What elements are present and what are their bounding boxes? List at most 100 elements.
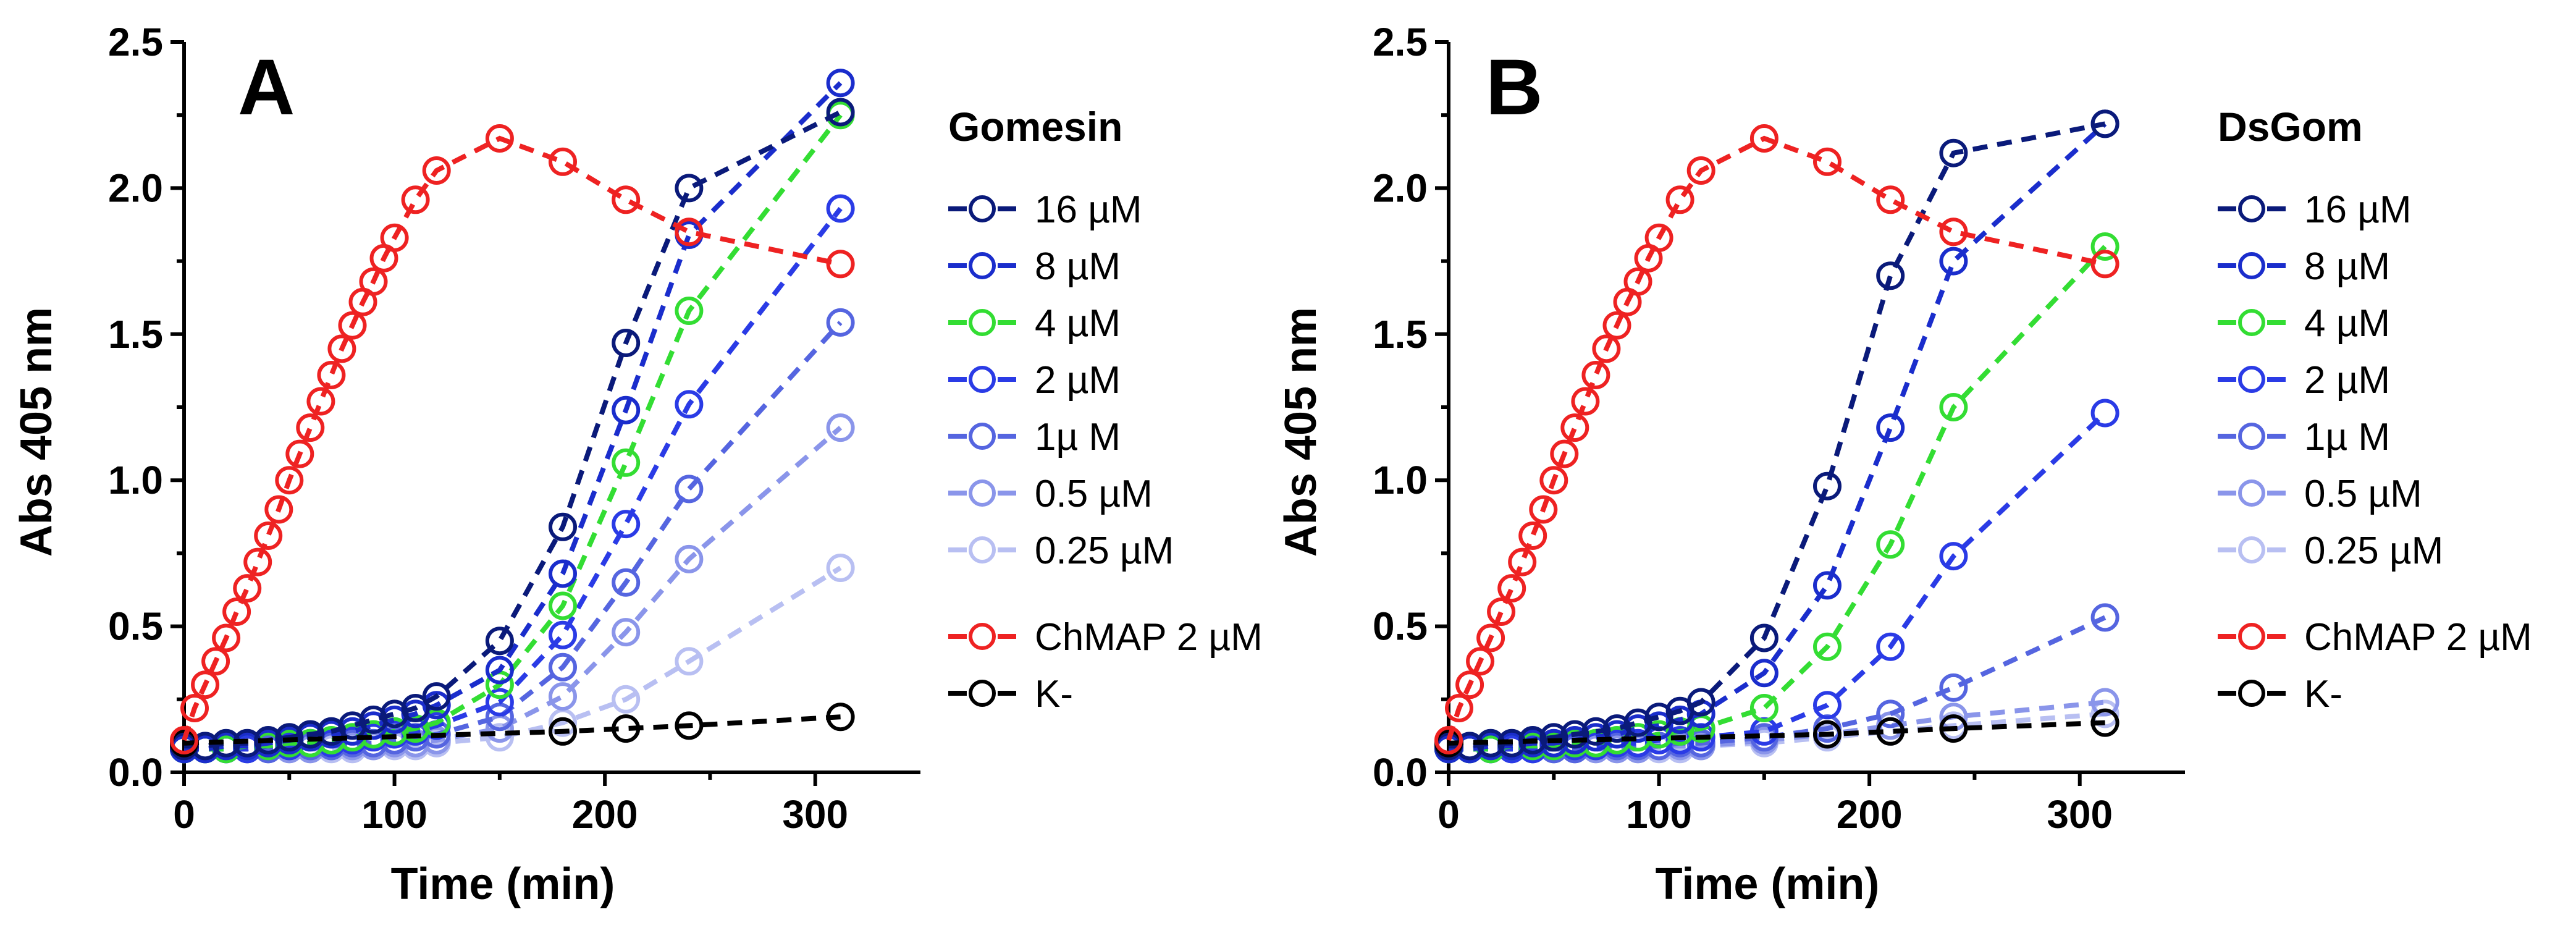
legend-item: 1µ M <box>2218 416 2390 458</box>
data-point <box>1749 659 1778 688</box>
legend-item: 0.25 µM <box>948 530 1174 572</box>
y-tick-label: 0.0 <box>1373 750 1428 795</box>
data-point <box>2090 688 2119 717</box>
series-line <box>1449 122 2107 752</box>
legend-label: 2 µM <box>1035 359 1121 402</box>
data-point <box>254 726 283 754</box>
data-point <box>306 387 335 416</box>
data-point <box>1749 623 1778 652</box>
legend: Gomesin 16 µM 8 µM 4 µM 2 µM 1µ M 0.5 µM 0.25 µ… <box>948 104 1263 716</box>
data-point <box>1749 694 1778 722</box>
legend-item: K- <box>2218 673 2342 716</box>
data-point <box>1813 720 1842 749</box>
data-point <box>1434 726 1463 754</box>
legend-item: ChMAP 2 µM <box>2218 616 2532 659</box>
data-point <box>612 395 641 424</box>
data-point <box>422 691 451 720</box>
legend-label: 0.25 µM <box>1035 530 1174 572</box>
series-2 <box>170 101 855 764</box>
data-point <box>485 656 514 685</box>
data-point <box>1539 466 1568 495</box>
data-point <box>675 544 704 573</box>
data-point <box>1665 726 1694 754</box>
data-point <box>2090 603 2119 632</box>
legend-label: ChMAP 2 µM <box>2304 616 2532 659</box>
data-point <box>2090 109 2119 138</box>
legend-item: 16 µM <box>948 188 1142 231</box>
y-tick-label: 2.5 <box>108 20 163 64</box>
data-point <box>549 591 577 620</box>
data-point <box>2090 399 2119 428</box>
x-tick-label: 100 <box>1626 792 1692 837</box>
legend-item: 2 µM <box>948 359 1121 402</box>
data-point <box>612 568 641 597</box>
x-tick-label: 300 <box>782 792 848 837</box>
data-point <box>675 475 704 504</box>
data-point <box>1445 694 1473 722</box>
data-point <box>1550 439 1579 468</box>
data-point <box>285 439 314 468</box>
data-point <box>1466 647 1495 676</box>
data-point <box>296 720 325 749</box>
x-axis-label: Time (min) <box>1656 859 1880 909</box>
data-point <box>1686 156 1715 185</box>
data-point <box>1813 632 1842 661</box>
legend-item: 2 µM <box>2218 359 2390 402</box>
data-point <box>1508 547 1537 576</box>
chart-panel-b: 0.0 0.5 1.0 1.5 2.0 2.5 0 100 200 300 Time (min) Ab… <box>1276 20 2532 909</box>
series-line <box>184 81 843 752</box>
data-point <box>1813 691 1842 720</box>
legend-label: 8 µM <box>1035 245 1121 288</box>
series-line <box>183 714 841 746</box>
legend-item: K- <box>948 673 1073 716</box>
legend-title: Gomesin <box>948 104 1122 150</box>
y-axis-label: Abs 405 nm <box>12 307 61 557</box>
data-point <box>1876 699 1905 728</box>
legend-title: DsGom <box>2218 104 2363 150</box>
data-point <box>275 723 304 752</box>
data-point <box>485 688 514 717</box>
series-7 <box>1434 124 2119 754</box>
data-point <box>1455 670 1484 699</box>
data-point <box>675 390 704 419</box>
data-point <box>485 723 514 752</box>
y-tick-label: 0.5 <box>1373 604 1428 649</box>
data-point <box>1813 147 1842 176</box>
x-tick-label: 0 <box>173 792 195 837</box>
data-point <box>612 448 641 477</box>
legend-marker <box>2238 623 2265 650</box>
data-point <box>1939 217 1968 247</box>
legend-item: ChMAP 2 µM <box>948 616 1263 659</box>
legend-item: 4 µM <box>948 302 1121 345</box>
data-point <box>401 694 430 722</box>
data-point <box>422 682 451 711</box>
legend-marker <box>2238 366 2265 393</box>
data-point <box>485 703 514 732</box>
data-point <box>2090 699 2119 728</box>
legend-marker <box>969 309 996 336</box>
data-point <box>675 711 704 740</box>
series-0 <box>170 98 855 761</box>
data-point <box>1571 387 1600 416</box>
legend-label: 1µ M <box>1035 416 1121 458</box>
y-tick-label: 1.5 <box>1373 312 1428 357</box>
data-point <box>2090 708 2119 737</box>
data-point <box>2090 232 2119 261</box>
data-point <box>549 147 577 176</box>
data-point <box>422 156 451 185</box>
data-point <box>1939 673 1968 702</box>
data-point <box>275 466 304 495</box>
data-point <box>222 597 251 626</box>
data-point <box>612 618 641 647</box>
data-point <box>826 703 855 732</box>
data-point <box>549 652 577 682</box>
y-tick-label: 0.5 <box>108 604 163 649</box>
y-tick-label: 2.0 <box>1373 166 1428 210</box>
series-1 <box>170 69 855 764</box>
panel-label: A <box>238 43 295 132</box>
legend-label: K- <box>1035 673 1073 716</box>
data-point <box>826 413 855 442</box>
data-point <box>549 512 577 541</box>
data-point <box>254 521 283 550</box>
series-1 <box>1434 109 2119 764</box>
